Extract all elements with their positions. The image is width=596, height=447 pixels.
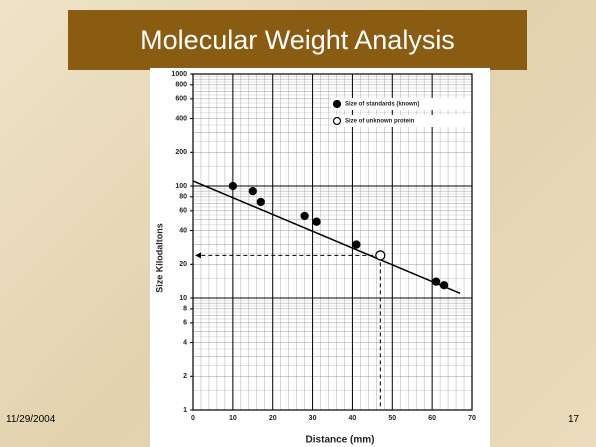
x-tick-label: 0 bbox=[191, 415, 195, 422]
x-tick-label: 60 bbox=[428, 415, 436, 422]
x-axis-label: Distance (mm) bbox=[306, 435, 375, 446]
y-tick-label: 800 bbox=[175, 82, 187, 89]
y-tick-label: 400 bbox=[175, 115, 187, 122]
y-tick-label: 40 bbox=[179, 227, 187, 234]
standard-point bbox=[433, 278, 440, 285]
standard-point bbox=[313, 218, 320, 225]
y-tick-label: 200 bbox=[175, 149, 187, 156]
x-tick-label: 10 bbox=[229, 415, 237, 422]
y-tick-label: 2 bbox=[183, 373, 187, 380]
x-tick-label: 40 bbox=[349, 415, 357, 422]
x-tick-label: 50 bbox=[388, 415, 396, 422]
legend-marker bbox=[334, 101, 341, 108]
slide-date: 11/29/2004 bbox=[6, 414, 55, 425]
y-tick-label: 10 bbox=[179, 295, 187, 302]
slide-title: Molecular Weight Analysis bbox=[68, 10, 527, 70]
standard-point bbox=[353, 241, 360, 248]
legend-marker bbox=[334, 118, 341, 125]
standard-point bbox=[301, 212, 308, 219]
chart: Distance (mm) Size Kilodaltons 0 10 20 30 40… bbox=[150, 68, 490, 447]
y-tick-label: 600 bbox=[175, 96, 187, 103]
slide: Molecular Weight Analysis Distance (mm) … bbox=[0, 0, 596, 447]
y-tick-label: 20 bbox=[179, 261, 187, 268]
y-tick-label: 100 bbox=[175, 183, 187, 190]
unknown-point bbox=[376, 251, 385, 260]
standard-point bbox=[229, 183, 236, 190]
y-tick-label: 80 bbox=[179, 194, 187, 201]
x-tick-label: 30 bbox=[309, 415, 317, 422]
standard-point bbox=[257, 198, 264, 205]
y-tick-label: 8 bbox=[183, 306, 187, 313]
legend-label: Size of unknown protein bbox=[345, 119, 415, 125]
y-axis-label: Size Kilodaltons bbox=[154, 223, 164, 293]
y-tick-label: 60 bbox=[179, 208, 187, 215]
x-tick-label: 20 bbox=[269, 415, 277, 422]
standard-point bbox=[249, 188, 256, 195]
y-tick-label: 4 bbox=[183, 339, 187, 346]
legend-label: Size of standards (known) bbox=[345, 102, 419, 108]
y-tick-label: 6 bbox=[183, 320, 187, 327]
x-tick-label: 70 bbox=[468, 415, 476, 422]
y-tick-label: 1000 bbox=[171, 71, 187, 78]
standard-point bbox=[441, 282, 448, 289]
y-tick-label: 1 bbox=[183, 407, 187, 414]
slide-number: 17 bbox=[568, 414, 579, 425]
